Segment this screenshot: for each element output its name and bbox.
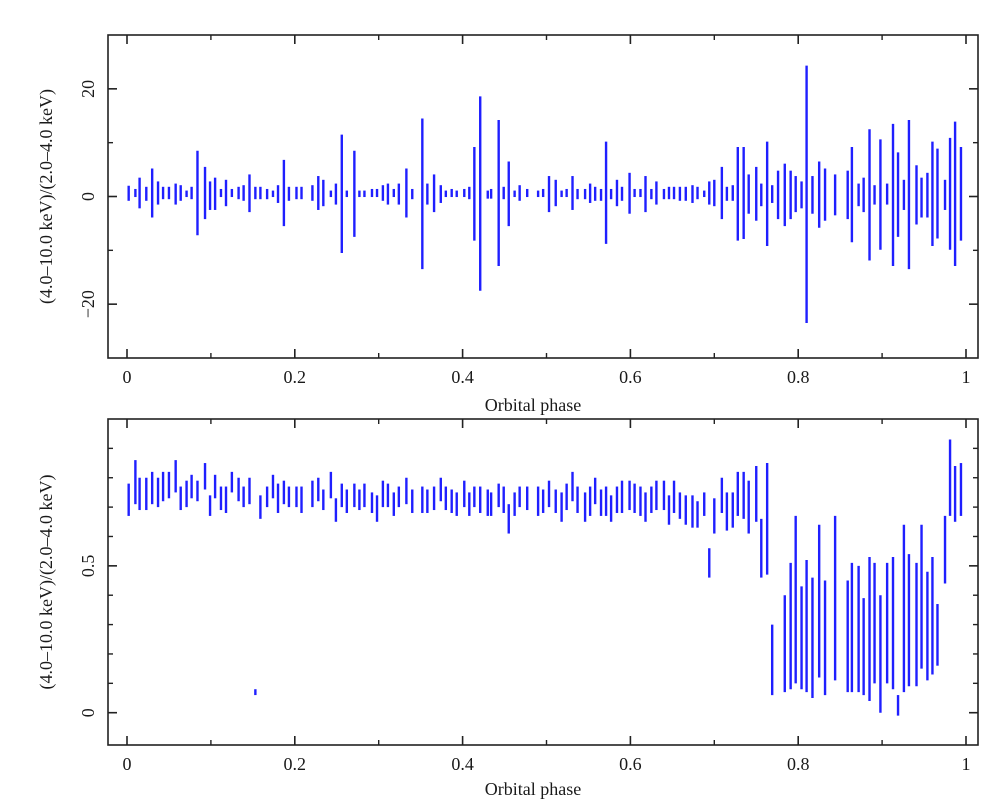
y-tick-label: 0 <box>78 192 98 201</box>
x-tick-label: 0.6 <box>619 367 642 387</box>
x-tick-label: 0.4 <box>451 754 474 774</box>
x-tick-label: 1 <box>962 754 971 774</box>
x-axis-title: Orbital phase <box>485 779 581 799</box>
y-axis-title: (4.0–10.0 keV)/(2.0–4.0 keV) <box>36 89 57 304</box>
error-bar-series <box>127 439 963 716</box>
panel-2: 0 0.2 0.4 0.6 0.8 1 0 0.5 Orbital phase (4.0–10.0… <box>36 418 979 799</box>
x-axis-title: Orbital phase <box>485 395 581 415</box>
y-tick-label: 0.5 <box>78 555 98 578</box>
x-tick-label: 0.2 <box>284 367 307 387</box>
x-tick-label: 0 <box>123 367 132 387</box>
x-tick-label: 0.8 <box>787 367 810 387</box>
x-tick-label: 0.6 <box>619 754 642 774</box>
x-tick-label: 0.8 <box>787 754 810 774</box>
x-tick-label: 0 <box>123 754 132 774</box>
panel-1: 0 0.2 0.4 0.6 0.8 1 −20 0 20 Orbital phase (4.0–10… <box>36 34 979 415</box>
y-tick-label: −20 <box>78 290 98 318</box>
y-axis-title: (4.0–10.0 keV)/(2.0–4.0 keV) <box>36 475 57 690</box>
y-tick-label: 20 <box>78 80 98 98</box>
x-tick-label: 1 <box>962 367 971 387</box>
x-tick-label: 0.4 <box>451 367 474 387</box>
error-bar-series <box>127 65 963 324</box>
plot-frame <box>107 418 979 746</box>
y-tick-label: 0 <box>78 708 98 717</box>
x-tick-label: 0.2 <box>284 754 307 774</box>
